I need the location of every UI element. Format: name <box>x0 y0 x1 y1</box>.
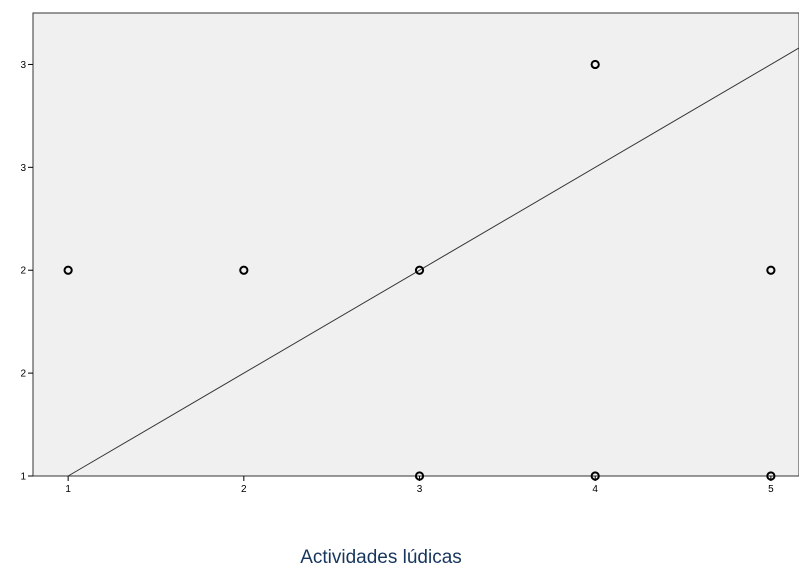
y-tick-label: 3 <box>20 60 26 71</box>
y-tick-label: 2 <box>20 266 26 277</box>
data-point <box>414 265 425 275</box>
fit-line <box>67 47 799 477</box>
data-marks <box>63 47 799 481</box>
x-tick-label: 1 <box>65 484 71 495</box>
axes: 1 2 2 3 3 1 2 3 4 5 <box>20 60 774 495</box>
data-point <box>63 265 73 275</box>
x-tick-label: 5 <box>768 484 774 495</box>
x-axis-title: Actividades lúdicas <box>300 547 462 568</box>
y-tick-label: 2 <box>20 369 26 380</box>
data-point <box>239 265 249 275</box>
y-tick-label: 3 <box>20 163 26 174</box>
plot-area <box>32 12 799 477</box>
x-tick-label: 3 <box>417 484 423 495</box>
data-point <box>590 471 600 481</box>
data-point <box>766 471 776 481</box>
data-point <box>590 59 600 70</box>
data-point <box>766 265 776 275</box>
x-tick-label: 4 <box>592 484 598 495</box>
data-point <box>414 471 425 481</box>
plot-background <box>32 12 799 477</box>
y-tick-label: 1 <box>20 472 26 483</box>
x-tick-label: 2 <box>241 484 247 495</box>
